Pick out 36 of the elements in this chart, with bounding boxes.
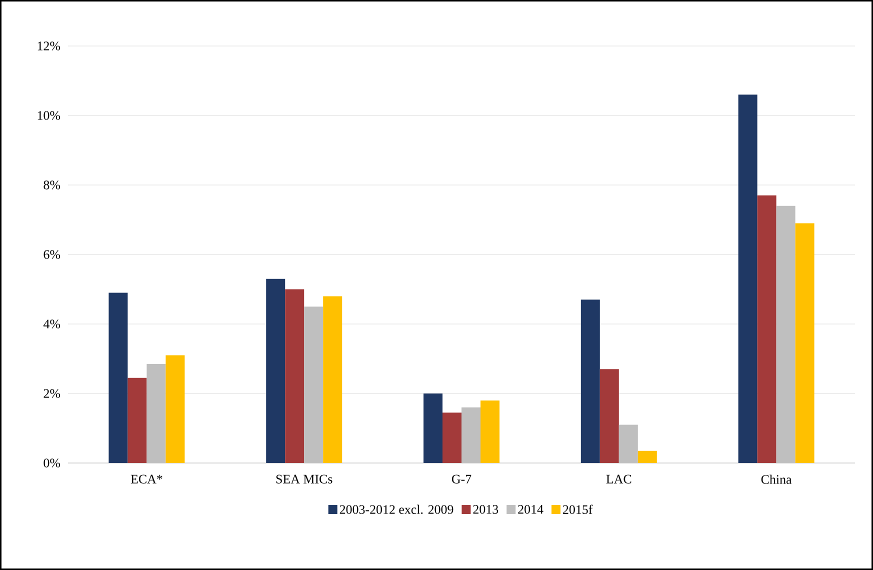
y-tick-label: 12% <box>38 42 60 50</box>
y-tick-label: 6% <box>44 250 60 259</box>
legend-label: 2015f <box>563 504 593 514</box>
x-tick-label: China <box>761 474 792 484</box>
legend-label: 2013 <box>473 504 498 514</box>
bar <box>795 223 814 463</box>
y-tick-label: 10% <box>38 111 60 120</box>
legend-label: 2014 <box>518 504 544 514</box>
bar <box>323 296 342 463</box>
x-tick-label: ECA* <box>130 474 162 484</box>
bar <box>757 195 776 463</box>
bar <box>480 400 500 463</box>
bar <box>304 306 324 463</box>
bar <box>462 407 481 463</box>
x-tick-label: SEA MICs <box>276 474 332 484</box>
bar <box>128 378 147 463</box>
bar <box>285 289 304 463</box>
bar <box>600 369 619 463</box>
bar <box>738 94 758 463</box>
bar <box>166 355 185 463</box>
x-tick-label: G-7 <box>452 474 472 484</box>
bar <box>580 300 600 463</box>
bar <box>424 394 443 463</box>
x-tick-label: LAC <box>606 474 632 484</box>
y-tick-label: 8% <box>44 180 60 190</box>
y-tick-label: 0% <box>44 458 60 468</box>
bar <box>266 278 286 463</box>
bar <box>638 450 657 463</box>
bar <box>776 206 796 463</box>
y-tick-label: 2% <box>44 389 60 398</box>
bar <box>442 412 462 463</box>
bar <box>146 364 166 463</box>
bar <box>618 424 638 463</box>
bar <box>108 292 128 463</box>
y-tick-label: 4% <box>43 320 60 328</box>
legend-label: 2003-2012 excl. 2009 <box>340 504 454 514</box>
